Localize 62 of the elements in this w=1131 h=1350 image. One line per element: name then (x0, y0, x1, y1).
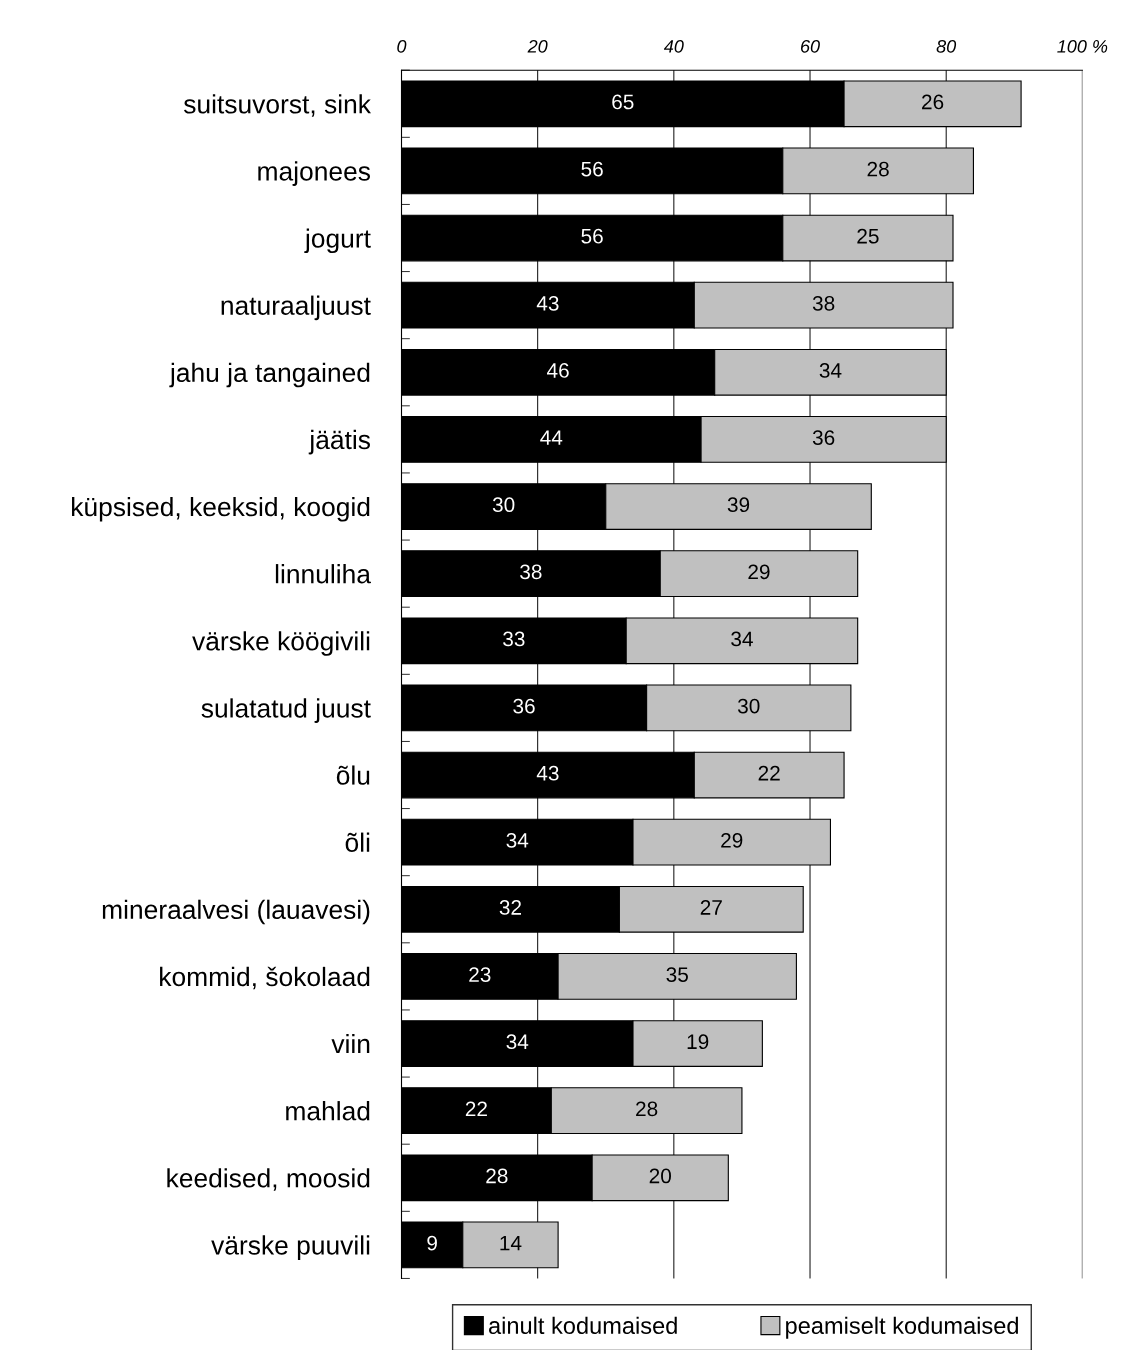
data-label: 44 (540, 430, 563, 445)
data-label: 28 (486, 1168, 508, 1184)
data-label: 38 (520, 564, 542, 580)
data-label: 30 (737, 698, 760, 714)
y-tick-label: keedised, moosid (167, 1168, 370, 1191)
data-label: 34 (819, 363, 842, 378)
data-label: 38 (812, 295, 835, 311)
data-label: 35 (666, 967, 688, 982)
data-label: 43 (536, 295, 559, 311)
data-label: 30 (492, 497, 515, 513)
data-label: 29 (721, 832, 743, 848)
data-label: 56 (581, 228, 603, 244)
data-label: 43 (536, 765, 559, 781)
x-tick-label: 80 (936, 39, 957, 53)
y-tick-label: õlu (336, 765, 370, 785)
y-tick-label: viin (331, 1033, 370, 1054)
data-label: 23 (469, 967, 491, 982)
y-tick-label: suitsuvorst, sink (183, 94, 371, 117)
data-label: 32 (499, 900, 521, 915)
x-tick-label: 60 (800, 39, 820, 53)
y-tick-label: värske puuvili (211, 1235, 370, 1260)
y-tick-label: küpsised, keeksid, koogid (72, 496, 370, 522)
data-label: 22 (758, 765, 780, 781)
legend-label: ainult kodumaised (489, 1316, 677, 1335)
data-label: 14 (500, 1235, 522, 1251)
data-label: 27 (700, 900, 722, 915)
data-label: 36 (812, 430, 835, 445)
data-label: 28 (636, 1101, 658, 1117)
x-tick-label: 40 (663, 39, 684, 53)
y-tick-label: mineraalvesi (lauavesi) (102, 899, 370, 925)
x-tick-label: 100 % (1057, 39, 1108, 53)
data-label: 19 (687, 1034, 709, 1050)
y-tick-label: jahu ja tangained (169, 362, 370, 388)
y-tick-label: linnuliha (275, 564, 371, 584)
y-tick-label: jogurt (304, 228, 371, 254)
data-label: 22 (465, 1101, 487, 1117)
data-label: 34 (731, 631, 753, 647)
data-label: 26 (922, 94, 944, 110)
data-label: 25 (857, 228, 879, 244)
data-label: 39 (727, 497, 750, 513)
data-label: 20 (649, 1168, 672, 1184)
x-tick-label: 0 (397, 39, 407, 53)
x-tick-label: 20 (527, 39, 548, 53)
y-tick-label: õli (345, 832, 370, 852)
data-label: 36 (513, 698, 535, 714)
y-tick-label: värske köögivili (192, 631, 370, 656)
y-tick-label: kommid, šokolaad (160, 966, 370, 990)
data-label: 34 (506, 1034, 529, 1050)
data-label: 9 (427, 1235, 437, 1251)
y-tick-label: sulatatud juust (201, 698, 371, 723)
data-label: 56 (581, 161, 603, 177)
y-tick-label: naturaaljuust (221, 295, 371, 321)
data-label: 29 (748, 564, 770, 580)
data-label: 33 (503, 631, 525, 647)
data-label: 34 (506, 832, 529, 848)
data-label: 46 (547, 363, 569, 378)
y-tick-label: jäätis (308, 429, 370, 455)
y-tick-label: mahlad (286, 1101, 370, 1121)
y-tick-label: majonees (258, 161, 371, 186)
data-label: 28 (867, 161, 889, 177)
legend-label: peamiselt kodumaised (786, 1316, 1018, 1339)
data-label: 65 (612, 94, 634, 110)
